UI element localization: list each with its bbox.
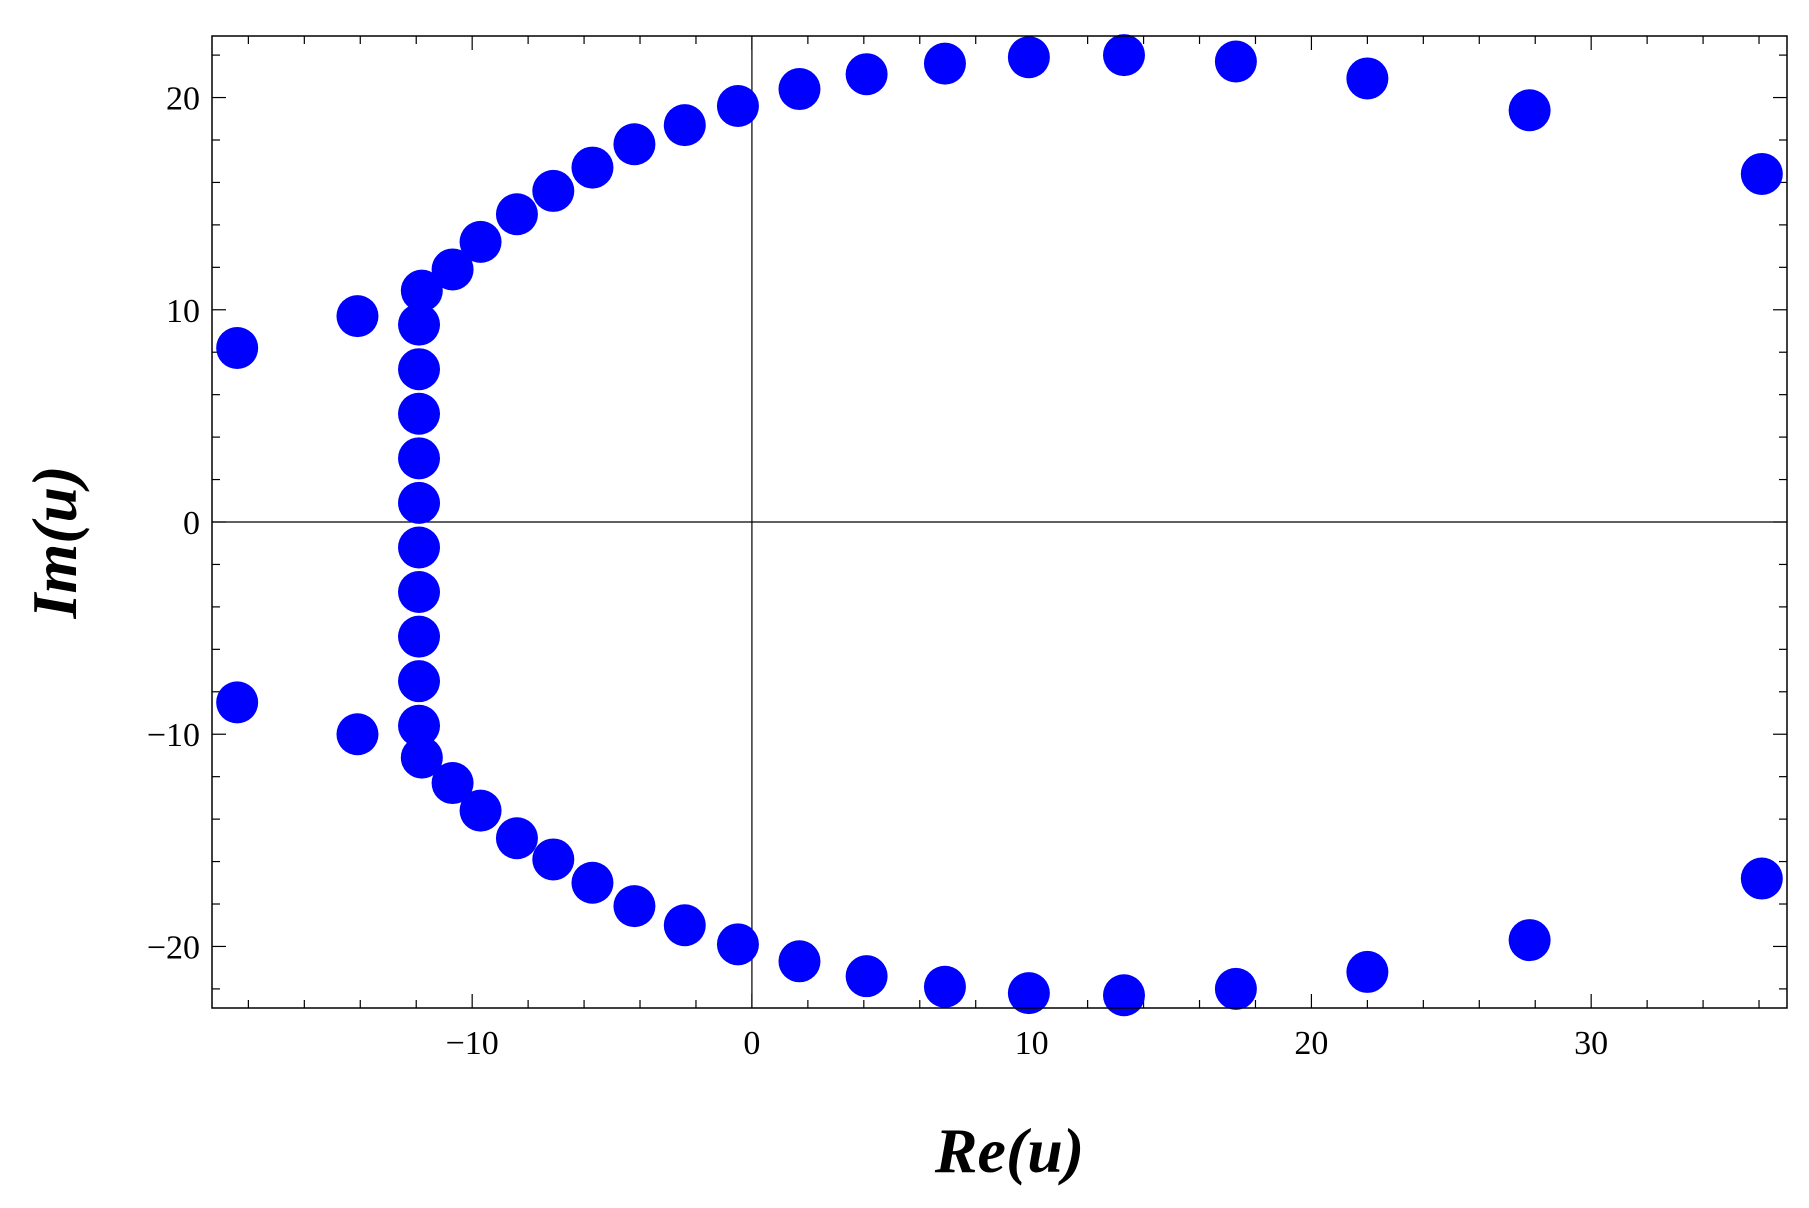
data-point bbox=[613, 885, 656, 928]
data-point bbox=[398, 481, 441, 524]
data-point bbox=[1740, 152, 1783, 195]
data-point bbox=[1214, 40, 1257, 83]
x-tick-label: 10 bbox=[1015, 1025, 1049, 1062]
data-point bbox=[398, 704, 441, 747]
y-tick-label: 20 bbox=[166, 81, 200, 118]
data-point bbox=[1346, 57, 1389, 100]
data-point bbox=[431, 248, 474, 291]
data-point bbox=[613, 123, 656, 166]
data-point bbox=[400, 736, 443, 779]
data-point bbox=[398, 303, 441, 346]
y-tick-label: −20 bbox=[147, 929, 200, 966]
data-point bbox=[1102, 34, 1145, 77]
plot-frame bbox=[211, 35, 1788, 1009]
data-points bbox=[216, 34, 1783, 1017]
tick-labels: −10 0 10 20 30 −20 −10 0 10 20 bbox=[147, 81, 1608, 1062]
data-point bbox=[1102, 974, 1145, 1017]
data-point bbox=[1214, 967, 1257, 1010]
data-point bbox=[1346, 950, 1389, 993]
data-point bbox=[571, 146, 614, 189]
y-tick-label: 10 bbox=[166, 293, 200, 330]
data-point bbox=[923, 965, 966, 1008]
data-point bbox=[1740, 857, 1783, 900]
data-point bbox=[336, 295, 379, 338]
data-point bbox=[216, 326, 259, 369]
x-axis-title: Re(u) bbox=[934, 1115, 1084, 1186]
data-point bbox=[845, 955, 888, 998]
data-point bbox=[923, 42, 966, 85]
data-point bbox=[571, 861, 614, 904]
data-point bbox=[845, 53, 888, 96]
data-point bbox=[1508, 89, 1551, 132]
data-point bbox=[716, 85, 759, 128]
data-point bbox=[1007, 36, 1050, 79]
data-point bbox=[778, 940, 821, 983]
data-point bbox=[431, 762, 474, 805]
data-point bbox=[495, 193, 538, 236]
data-point bbox=[532, 169, 575, 212]
data-point bbox=[398, 660, 441, 703]
data-point bbox=[400, 269, 443, 312]
x-tick-label: 0 bbox=[743, 1025, 760, 1062]
y-tick-label: 0 bbox=[183, 505, 200, 542]
data-point bbox=[336, 713, 379, 756]
data-point bbox=[216, 681, 259, 724]
y-tick-label: −10 bbox=[147, 717, 200, 754]
data-point bbox=[459, 789, 502, 832]
x-tick-label: 20 bbox=[1294, 1025, 1328, 1062]
data-point bbox=[716, 923, 759, 966]
data-point bbox=[1007, 972, 1050, 1015]
origin-lines bbox=[212, 36, 1787, 1008]
data-point bbox=[398, 571, 441, 614]
data-point bbox=[495, 817, 538, 860]
data-point bbox=[398, 392, 441, 435]
data-point bbox=[398, 437, 441, 480]
data-point bbox=[663, 104, 706, 147]
data-point bbox=[778, 68, 821, 111]
data-point bbox=[459, 220, 502, 263]
data-point bbox=[663, 904, 706, 947]
data-point bbox=[398, 348, 441, 391]
data-point bbox=[398, 615, 441, 658]
x-tick-label: −10 bbox=[446, 1025, 499, 1062]
axis-ticks bbox=[212, 36, 1787, 1008]
x-tick-label: 30 bbox=[1574, 1025, 1608, 1062]
data-point bbox=[398, 526, 441, 569]
data-point bbox=[532, 838, 575, 881]
data-point bbox=[1508, 919, 1551, 962]
y-axis-title: Im(u) bbox=[19, 466, 90, 620]
